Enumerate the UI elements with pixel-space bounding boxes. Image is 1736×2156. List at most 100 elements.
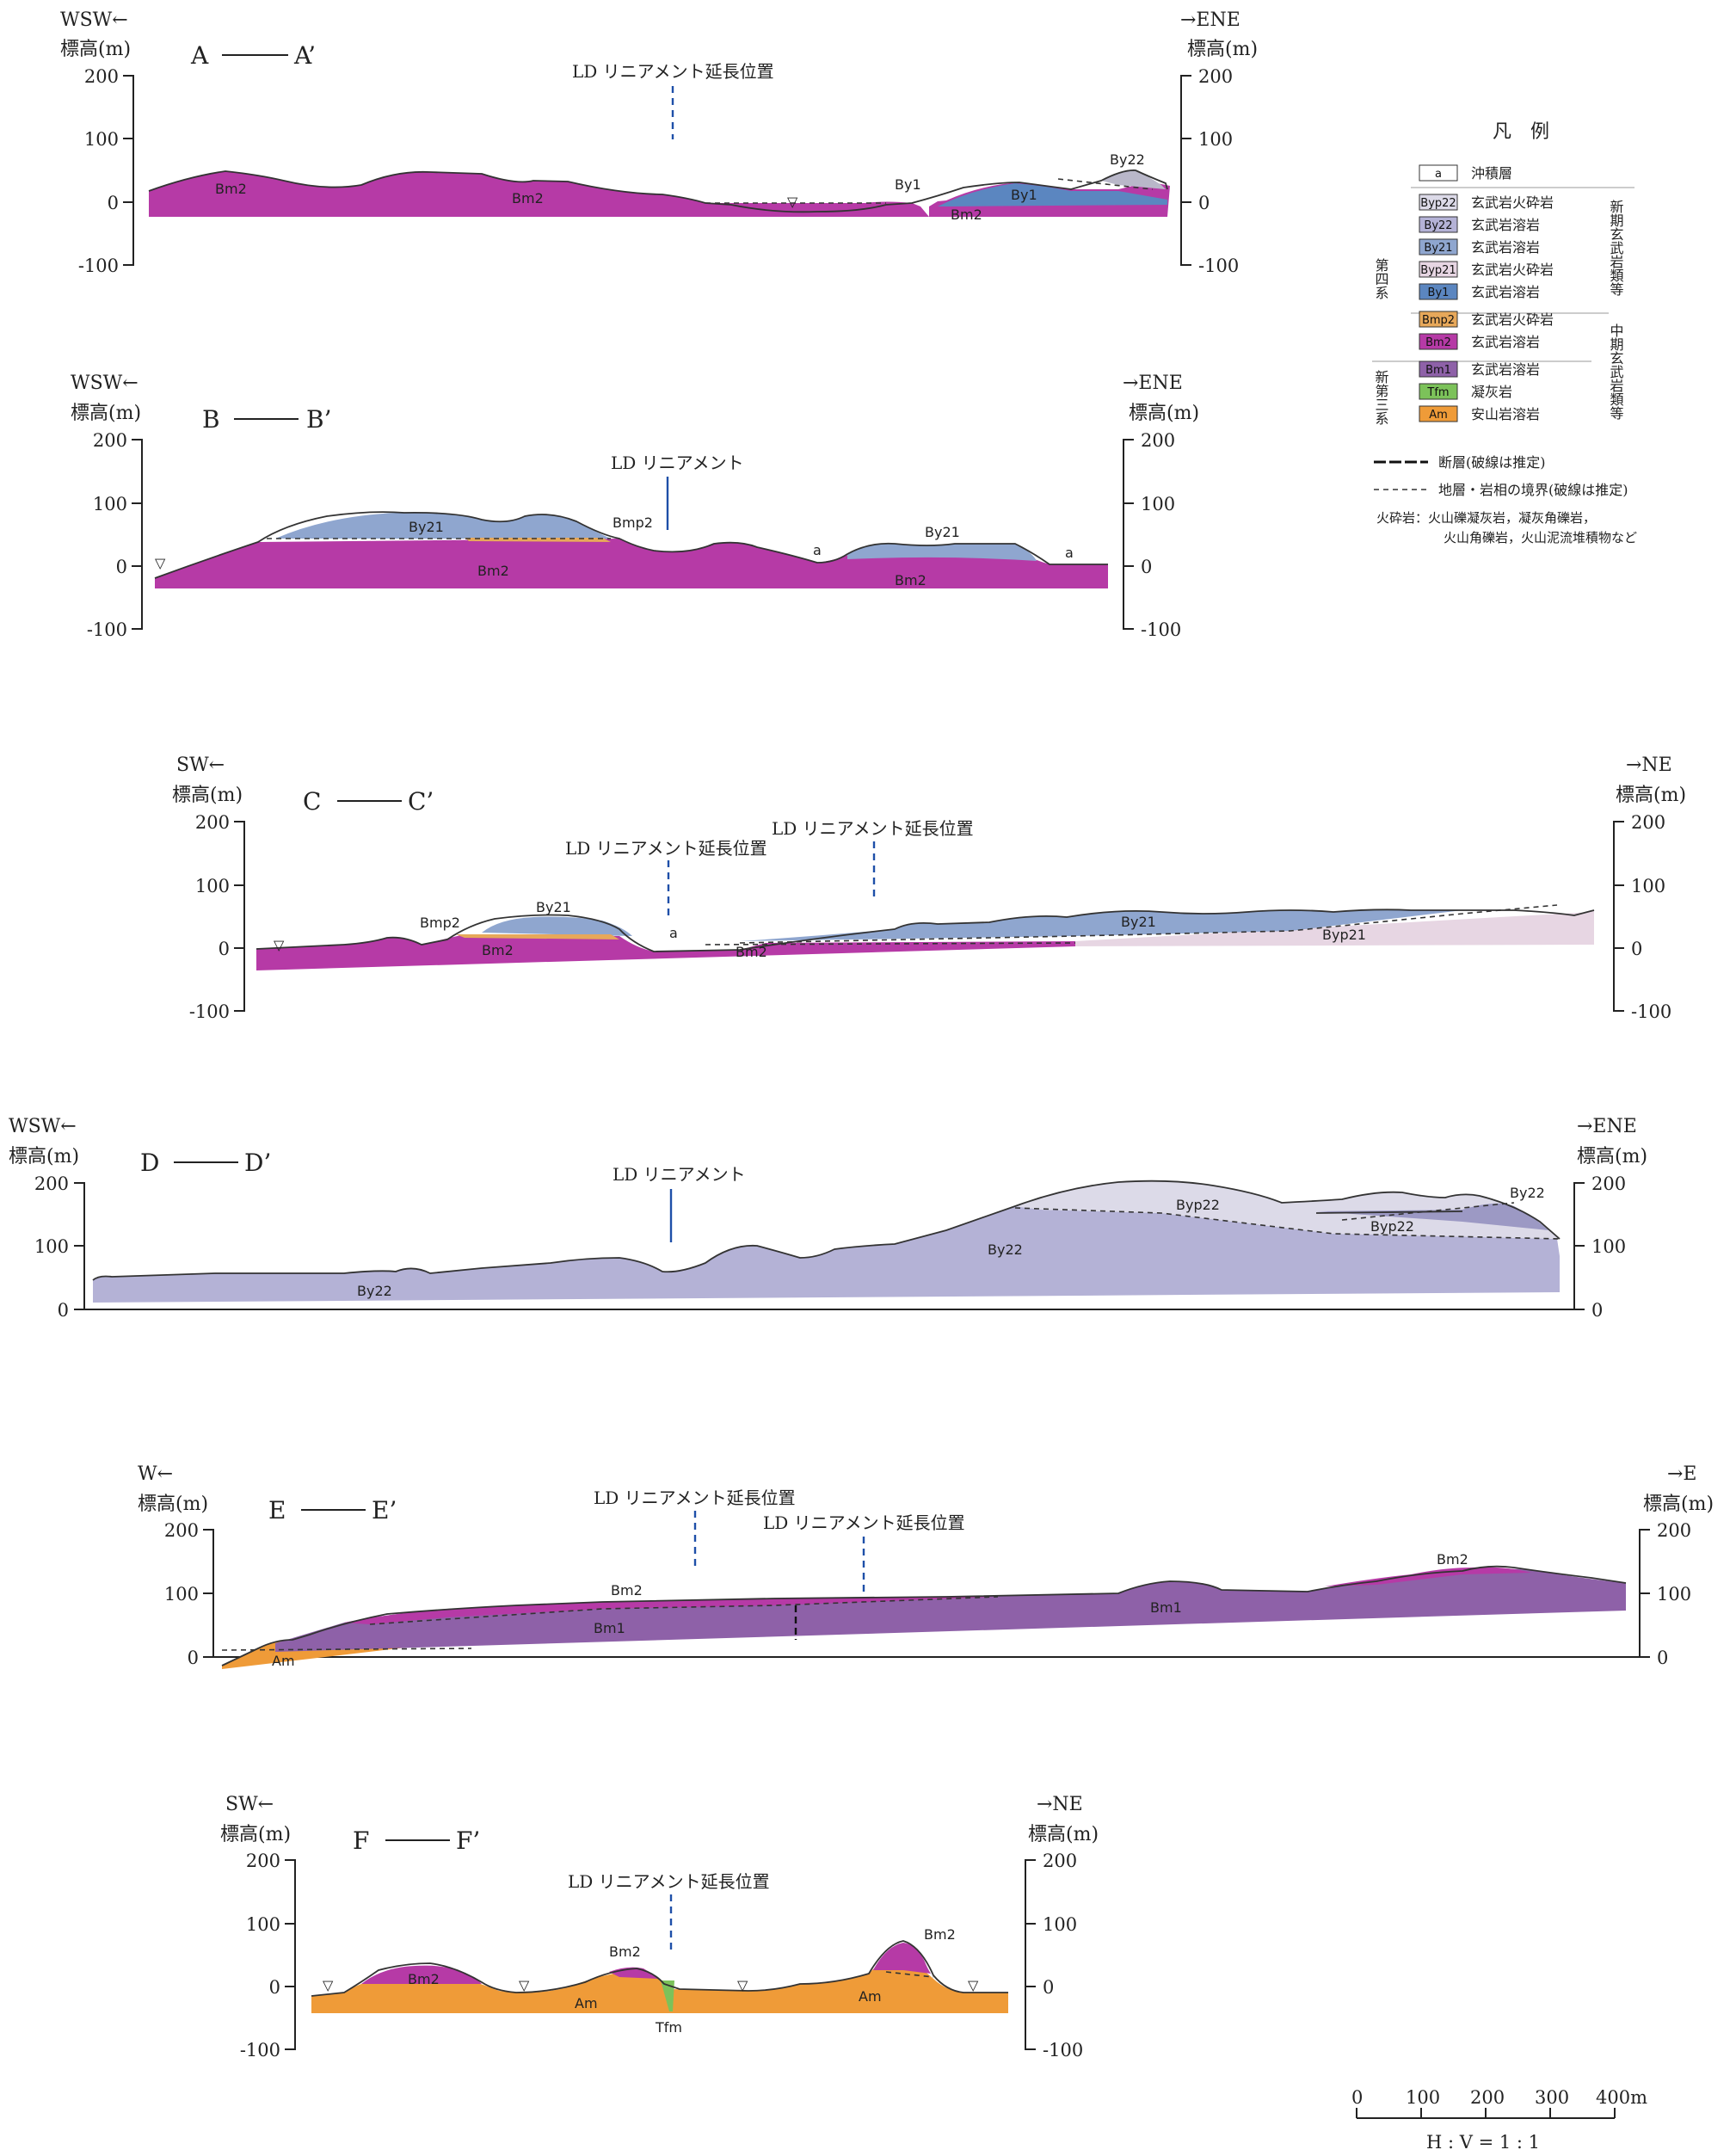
elevation-unit-right: 標高(m)	[1616, 785, 1686, 806]
left-axis	[132, 439, 143, 630]
legend-label: 安山岩溶岩	[1471, 406, 1540, 422]
section-c: SW← 標高(m) →NE 標高(m) C C’ 200 100 0 -100 …	[172, 755, 1686, 1022]
unit-byp22	[1015, 1180, 1560, 1239]
legend-item: Tfm 凝灰岩	[1419, 383, 1512, 400]
unit-label: Bmp2	[613, 514, 653, 531]
scale-label: 300	[1535, 2087, 1569, 2108]
legend-code: Bm1	[1425, 364, 1451, 377]
left-axis	[123, 75, 134, 266]
legend-item: Bm2 玄武岩溶岩	[1419, 333, 1540, 350]
legend-code: Tfm	[1426, 386, 1449, 399]
legend-title: 凡 例	[1493, 121, 1549, 143]
direction-left: SW←	[225, 1794, 274, 1815]
scale-bar: 0 100 200 300 400m H : V = 1 : 1	[1351, 2087, 1647, 2153]
unit-by22-cap	[1316, 1203, 1548, 1230]
legend-group-new: 新期玄武岩類等	[1608, 200, 1624, 296]
scale-label: 0	[1351, 2087, 1363, 2108]
tick-label: -100	[240, 2040, 280, 2061]
direction-left: SW←	[176, 755, 225, 776]
unit-label: Bmp2	[420, 915, 460, 931]
elevation-unit-left: 標高(m)	[172, 785, 243, 806]
legend-item: By1 玄武岩溶岩	[1419, 283, 1540, 300]
tick-label: -100	[189, 1001, 230, 1022]
legend-label: 沖積層	[1471, 165, 1512, 182]
tick-label: 100	[1631, 876, 1665, 896]
legend-swatch	[1419, 194, 1458, 211]
tick-label: 100	[195, 876, 230, 896]
tick-label: -100	[78, 256, 119, 276]
tick-label: 0	[116, 557, 127, 577]
ground-surface	[154, 511, 1108, 579]
tick-label: 200	[1657, 1520, 1691, 1541]
unit-label: Bm2	[609, 1943, 641, 1960]
unit-label: Bm2	[512, 190, 544, 206]
direction-left: W←	[138, 1463, 173, 1485]
unit-by1	[938, 183, 1167, 206]
unit-label: Bm2	[408, 1971, 440, 1987]
boundary-line-am	[221, 1648, 472, 1651]
unit-label: By22	[357, 1283, 392, 1299]
legend-note-2: 火山角礫岩，火山泥流堆積物など	[1444, 530, 1637, 545]
legend-group-quaternary: 第四系	[1373, 258, 1389, 299]
lineament-label: LD リニアメント延長位置	[572, 61, 774, 82]
tick-label: 200	[195, 812, 230, 833]
legend-swatch	[1419, 333, 1458, 350]
unit-label: By22	[1510, 1185, 1545, 1201]
unit-label: Bm2	[924, 1926, 956, 1943]
direction-right: →E	[1667, 1463, 1697, 1485]
scale-ratio: H : V = 1 : 1	[1426, 2132, 1540, 2153]
lineament-label: LD リニアメント延長位置	[594, 1488, 796, 1508]
section-title-right: B’	[306, 405, 331, 434]
unit-label: By1	[895, 176, 921, 193]
legend-swatch	[1419, 383, 1458, 400]
unit-label: Bm2	[951, 206, 982, 223]
water-level-symbol: ▽	[519, 1977, 530, 1993]
unit-label: Bm2	[895, 572, 926, 588]
tick-label: 100	[34, 1236, 69, 1257]
unit-tfm	[661, 1980, 674, 2011]
direction-right: →ENE	[1123, 373, 1183, 394]
legend-swatch	[1419, 261, 1458, 278]
section-title-left: F	[353, 1826, 369, 1855]
unit-bm2	[361, 1965, 482, 1984]
section-title-left: B	[202, 405, 220, 434]
unit-bm2-east	[873, 1943, 931, 1974]
legend-label: 玄武岩溶岩	[1471, 284, 1540, 300]
water-level-symbol: ▽	[787, 194, 798, 210]
legend-label: 玄武岩溶岩	[1471, 334, 1540, 350]
tick-label: 0	[269, 1977, 280, 1998]
unit-label: Bm2	[215, 181, 247, 197]
unit-label: a	[1065, 545, 1074, 561]
right-axis	[1123, 439, 1134, 630]
unit-label: By21	[536, 899, 571, 915]
unit-label: By22	[1110, 151, 1145, 168]
unit-label: Bm2	[482, 942, 514, 958]
boundary-line	[885, 1971, 934, 1978]
right-axis	[1025, 1859, 1036, 2050]
elevation-unit-left: 標高(m)	[60, 39, 131, 60]
unit-by21-east	[847, 543, 1037, 561]
ground-surface	[148, 169, 1168, 213]
section-a: WSW← 標高(m) →ENE 標高(m) A A’ 200 100 0 -10…	[60, 9, 1258, 276]
legend-swatch	[1419, 311, 1458, 328]
section-e: W← 標高(m) →E 標高(m) E E’ 200 100 0 200 100…	[138, 1463, 1714, 1669]
direction-left: WSW←	[71, 373, 139, 394]
tick-label: -100	[1141, 619, 1181, 640]
unit-label: By1	[1011, 187, 1037, 203]
left-axis	[234, 821, 245, 1012]
unit-label: Byp22	[1370, 1218, 1414, 1235]
unit-bmp2	[456, 934, 619, 939]
scale-label: 100	[1406, 2087, 1440, 2108]
legend-swatch	[1419, 360, 1458, 378]
legend-swatch	[1419, 405, 1458, 422]
legend-item: Bm1 玄武岩溶岩	[1419, 360, 1540, 378]
legend-note-1: 火砕岩：火山礫凝灰岩，凝灰角礫岩，	[1376, 510, 1596, 526]
unit-label: Bm1	[594, 1620, 625, 1636]
tick-label: -100	[1043, 2040, 1083, 2061]
unit-by21-east	[740, 909, 1462, 941]
boundary-line-lower	[705, 942, 1076, 946]
elevation-unit-left: 標高(m)	[9, 1146, 79, 1167]
unit-by21	[275, 512, 611, 539]
water-level-symbol: ▽	[968, 1977, 979, 1993]
legend-code: By22	[1424, 219, 1452, 232]
